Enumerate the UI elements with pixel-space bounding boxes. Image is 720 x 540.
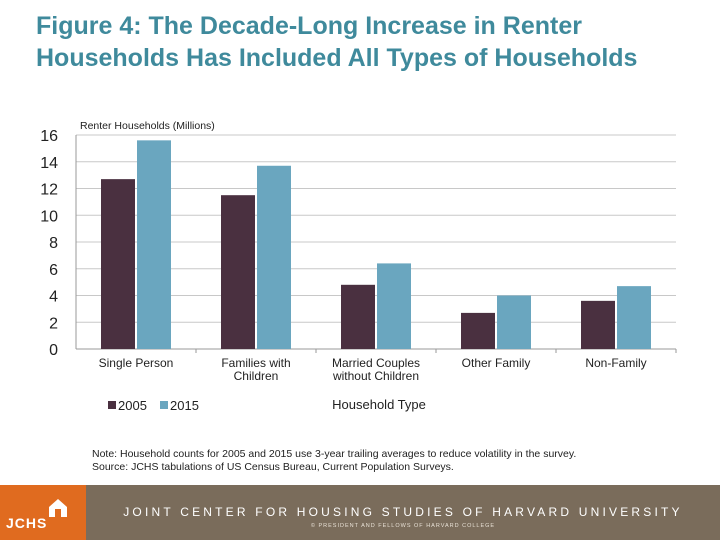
y-tick-label: 4 xyxy=(49,289,58,306)
logo-text: JCHS xyxy=(6,515,48,531)
figure-title: Figure 4: The Decade-Long Increase in Re… xyxy=(36,10,706,74)
y-tick-label: 2 xyxy=(49,315,58,332)
footer-organization: JOINT CENTER FOR HOUSING STUDIES OF HARV… xyxy=(123,505,683,519)
x-tick-label: Single Person xyxy=(99,356,174,370)
bar-2015 xyxy=(617,286,651,349)
source-line: Source: JCHS tabulations of US Census Bu… xyxy=(92,461,454,473)
x-tick-label: Married Couples xyxy=(332,356,420,370)
note-line: Note: Household counts for 2005 and 2015… xyxy=(92,448,577,460)
legend-swatch-2005 xyxy=(108,401,116,409)
jchs-logo: JCHS xyxy=(0,485,86,540)
y-tick-label: 12 xyxy=(40,182,58,199)
bar-2005 xyxy=(461,312,495,349)
bar-2005 xyxy=(101,179,135,349)
y-tick-label: 14 xyxy=(40,155,58,172)
x-tick-label: Children xyxy=(234,369,279,383)
x-tick-label: without Children xyxy=(332,369,419,383)
footer-bar: JCHS JOINT CENTER FOR HOUSING STUDIES OF… xyxy=(0,485,720,540)
x-tick-label: Other Family xyxy=(462,356,531,370)
x-tick-label: Non-Family xyxy=(585,356,646,370)
y-tick-label: 0 xyxy=(49,342,58,359)
legend-swatch-2015 xyxy=(160,401,168,409)
bar-2015 xyxy=(497,295,531,349)
chart-note: Note: Household counts for 2005 and 2015… xyxy=(92,448,576,474)
y-axis-label: Renter Households (Millions) xyxy=(80,120,215,132)
footer-copyright: © PRESIDENT AND FELLOWS OF HARVARD COLLE… xyxy=(310,523,496,529)
title-line-2: Households Has Included All Types of Hou… xyxy=(36,44,638,72)
bar-2015 xyxy=(257,165,291,349)
x-tick-label: Families with xyxy=(221,356,290,370)
y-tick-label: 6 xyxy=(49,262,58,279)
bar-2005 xyxy=(221,195,255,349)
legend-label-2015: 2015 xyxy=(170,398,199,413)
bar-2015 xyxy=(377,263,411,349)
x-axis-label: Household Type xyxy=(332,397,426,412)
bar-2005 xyxy=(341,284,375,349)
bar-chart: 0 2 4 6 8 10 12 14 16 Renter Households (Millions… xyxy=(40,120,677,413)
house-icon xyxy=(49,499,67,517)
y-tick-label: 8 xyxy=(49,235,58,252)
y-tick-label: 16 xyxy=(40,128,58,145)
legend-label-2005: 2005 xyxy=(118,398,147,413)
title-line-1: Figure 4: The Decade-Long Increase in Re… xyxy=(36,12,582,40)
bar-2005 xyxy=(581,300,615,349)
y-tick-label: 10 xyxy=(40,208,58,225)
bar-2015 xyxy=(137,140,171,349)
